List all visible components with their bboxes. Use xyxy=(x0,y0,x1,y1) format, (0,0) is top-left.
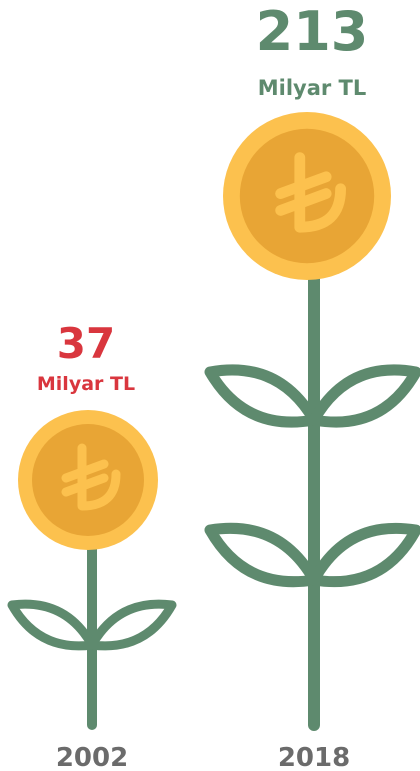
leaf xyxy=(308,522,420,588)
unit-2018: Milyar TL xyxy=(258,76,367,100)
leaf xyxy=(87,599,177,651)
year-2018: 2018 xyxy=(278,743,350,771)
leaf xyxy=(204,364,320,428)
value-2018: 213 xyxy=(256,0,369,63)
unit-2002: Milyar TL xyxy=(37,373,135,395)
year-2002: 2002 xyxy=(56,743,128,771)
lira-sign xyxy=(275,152,346,233)
leaf xyxy=(204,522,320,588)
leaf xyxy=(308,364,420,428)
value-2002: 37 xyxy=(57,319,115,368)
artwork xyxy=(7,112,420,731)
leaf xyxy=(7,599,97,651)
lira-sign xyxy=(61,443,121,511)
